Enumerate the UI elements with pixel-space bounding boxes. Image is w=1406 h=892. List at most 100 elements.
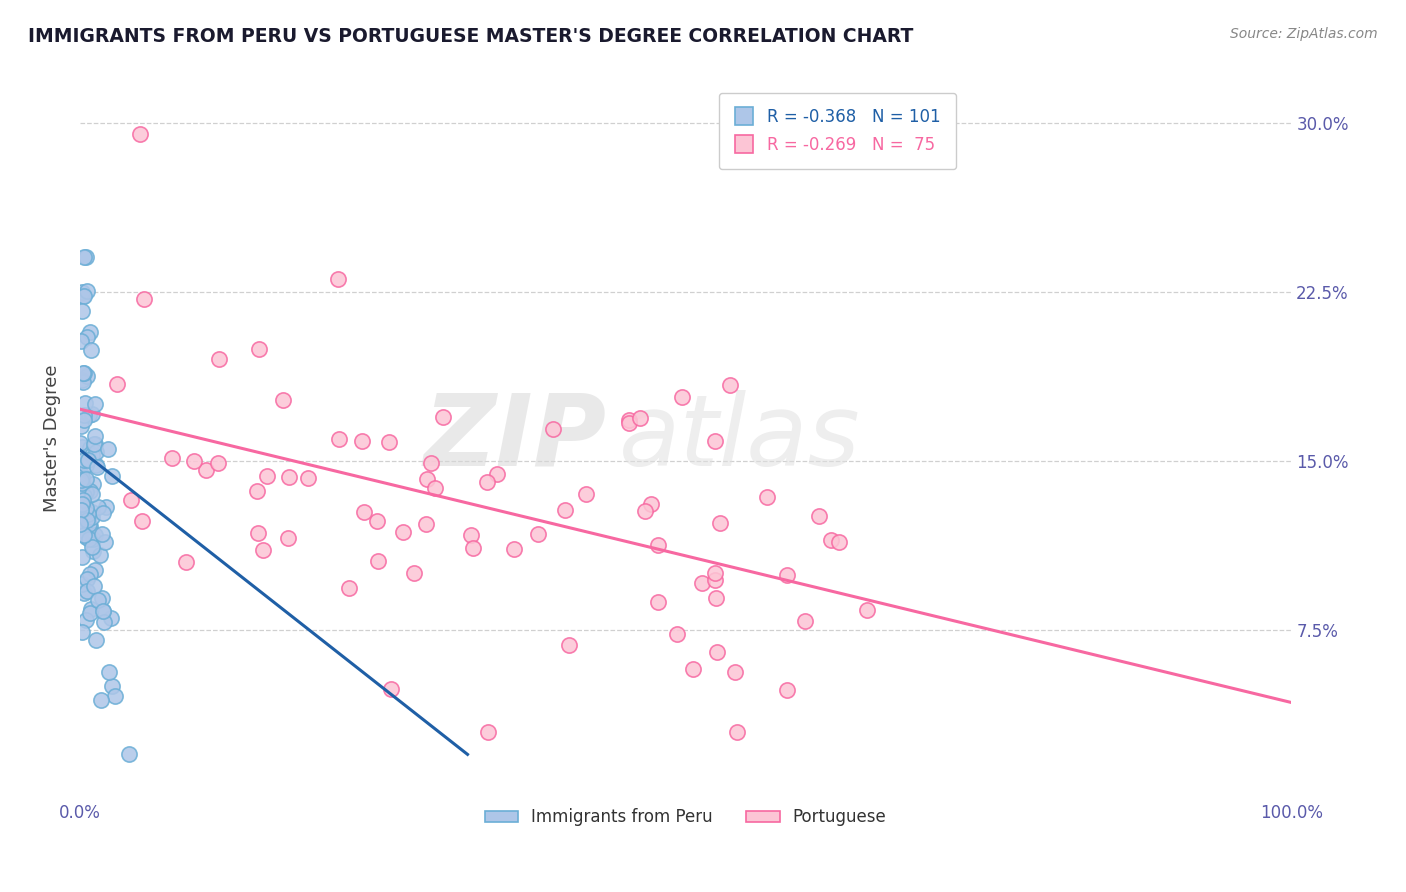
Point <box>460 528 482 542</box>
Point <box>503 542 526 557</box>
Point <box>76 369 98 384</box>
Point <box>554 502 576 516</box>
Point <box>72 412 94 426</box>
Point <box>247 343 270 357</box>
Point <box>807 508 830 523</box>
Point <box>84 563 107 577</box>
Point <box>617 413 640 427</box>
Point <box>416 472 439 486</box>
Point <box>73 366 96 380</box>
Point <box>84 528 107 542</box>
Point <box>84 429 107 443</box>
Point <box>80 486 103 500</box>
Point <box>541 422 564 436</box>
Point <box>101 679 124 693</box>
Point <box>83 436 105 450</box>
Point <box>104 689 127 703</box>
Point <box>337 581 360 595</box>
Point <box>79 325 101 339</box>
Point <box>820 533 842 547</box>
Point <box>704 434 727 449</box>
Text: atlas: atlas <box>619 390 860 487</box>
Point <box>77 453 100 467</box>
Point <box>326 272 349 286</box>
Point <box>794 614 817 628</box>
Point <box>77 451 100 466</box>
Point <box>775 682 797 697</box>
Point <box>70 475 93 490</box>
Point <box>690 576 713 591</box>
Point <box>75 458 97 473</box>
Point <box>83 579 105 593</box>
Point <box>160 451 183 466</box>
Point <box>77 507 100 521</box>
Point <box>640 497 662 511</box>
Point <box>76 330 98 344</box>
Point <box>706 645 728 659</box>
Point <box>80 602 103 616</box>
Point <box>432 409 454 424</box>
Point <box>82 448 104 462</box>
Point <box>402 566 425 580</box>
Text: IMMIGRANTS FROM PERU VS PORTUGUESE MASTER'S DEGREE CORRELATION CHART: IMMIGRANTS FROM PERU VS PORTUGUESE MASTE… <box>28 27 914 45</box>
Point <box>83 396 105 410</box>
Point <box>245 484 267 499</box>
Point <box>628 410 651 425</box>
Point <box>86 459 108 474</box>
Point <box>91 526 114 541</box>
Point <box>82 544 104 558</box>
Point <box>76 513 98 527</box>
Point <box>72 549 94 564</box>
Point <box>475 475 498 489</box>
Point <box>704 573 727 587</box>
Point <box>80 509 103 524</box>
Point <box>131 514 153 528</box>
Point <box>378 435 401 450</box>
Point <box>527 527 550 541</box>
Point <box>100 611 122 625</box>
Point <box>94 500 117 514</box>
Point <box>79 484 101 499</box>
Point <box>77 516 100 531</box>
Point <box>76 285 98 299</box>
Point <box>70 419 93 434</box>
Legend: Immigrants from Peru, Portuguese: Immigrants from Peru, Portuguese <box>477 800 896 835</box>
Point <box>77 532 100 546</box>
Y-axis label: Master's Degree: Master's Degree <box>44 365 60 512</box>
Point <box>79 518 101 533</box>
Point <box>82 540 104 554</box>
Point <box>558 638 581 652</box>
Point <box>75 485 97 500</box>
Point <box>72 493 94 508</box>
Point <box>75 250 97 264</box>
Point <box>828 534 851 549</box>
Point <box>70 303 93 318</box>
Point <box>82 532 104 546</box>
Point <box>70 503 93 517</box>
Point <box>271 393 294 408</box>
Point <box>856 603 879 617</box>
Point <box>84 444 107 458</box>
Point <box>132 292 155 306</box>
Point <box>174 555 197 569</box>
Point <box>105 376 128 391</box>
Point <box>90 693 112 707</box>
Point <box>69 523 91 537</box>
Point <box>97 442 120 457</box>
Point <box>70 440 93 454</box>
Point <box>118 747 141 762</box>
Point <box>75 511 97 525</box>
Text: ZIP: ZIP <box>423 390 607 487</box>
Point <box>463 541 485 555</box>
Point <box>120 492 142 507</box>
Point <box>633 504 655 518</box>
Point <box>72 586 94 600</box>
Point <box>367 554 389 568</box>
Point <box>256 468 278 483</box>
Point <box>69 467 91 481</box>
Point <box>69 516 91 531</box>
Point <box>647 538 669 552</box>
Text: Source: ZipAtlas.com: Source: ZipAtlas.com <box>1230 27 1378 41</box>
Point <box>366 514 388 528</box>
Point <box>671 390 693 404</box>
